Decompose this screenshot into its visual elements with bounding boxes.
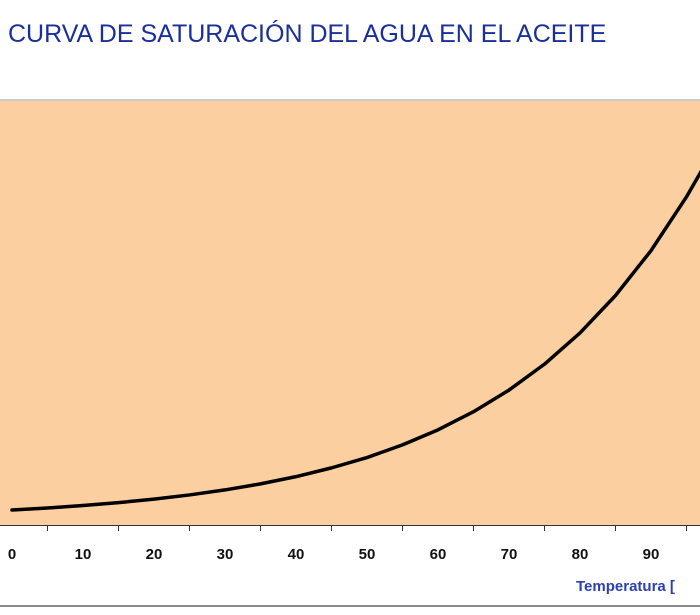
x-tick-label: 40 (288, 546, 305, 563)
x-tick-label: 20 (146, 546, 163, 563)
x-tick-label: 30 (217, 546, 234, 563)
x-axis-title: Temperatura [ (576, 578, 675, 595)
chart-title: CURVA DE SATURACIÓN DEL AGUA EN EL ACEIT… (8, 20, 607, 48)
saturation-curve (10, 169, 700, 512)
series-group (10, 169, 700, 512)
x-tick-label: 70 (501, 546, 518, 563)
x-tick-label: 50 (359, 546, 376, 563)
x-tick-label: 0 (8, 546, 16, 563)
plot-area (0, 101, 700, 525)
x-axis-ticks: 0 10 20 30 40 50 60 70 80 90 (8, 525, 687, 563)
x-tick-label: 10 (75, 546, 92, 563)
x-tick-label: 60 (430, 546, 447, 563)
x-tick-label: 90 (643, 546, 660, 563)
x-tick-label: 80 (572, 546, 589, 563)
